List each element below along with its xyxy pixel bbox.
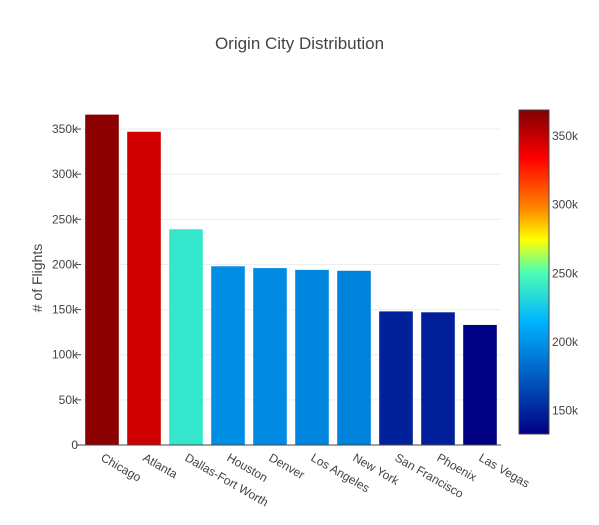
- x-tick-label: Atlanta: [141, 450, 181, 481]
- y-tick-label: 250k: [52, 212, 79, 226]
- y-tick-label: 0: [71, 438, 78, 452]
- x-tick-label: Denver: [267, 450, 308, 481]
- y-tick-label: 50k: [59, 393, 79, 407]
- x-tick-label: Chicago: [99, 450, 144, 484]
- colorbar-tick-label: 350k: [552, 129, 579, 143]
- colorbar-tick-label: 150k: [552, 404, 579, 418]
- bar: [253, 268, 287, 445]
- x-tick-label: Las Vegas: [477, 450, 533, 490]
- y-tick-label: 300k: [52, 167, 79, 181]
- y-tick-label: 350k: [52, 122, 79, 136]
- bar: [169, 229, 203, 445]
- bar: [85, 114, 119, 445]
- y-tick-label: 200k: [52, 257, 79, 271]
- bar: [379, 311, 413, 445]
- bar: [337, 270, 371, 445]
- chart-title: Origin City Distribution: [214, 34, 385, 53]
- y-tick-label: 150k: [52, 303, 79, 317]
- y-tick-label: 100k: [52, 348, 79, 362]
- colorbar-tick-label: 300k: [552, 198, 579, 212]
- colorbar-tick-label: 200k: [552, 335, 579, 349]
- y-axis-title: # of Flights: [29, 244, 45, 312]
- bar: [421, 312, 455, 445]
- colorbar-tick-label: 250k: [552, 266, 579, 280]
- colorbar: [518, 109, 550, 435]
- bar: [295, 269, 329, 445]
- bar: [463, 324, 497, 445]
- bar: [211, 266, 245, 445]
- bar: [127, 131, 161, 446]
